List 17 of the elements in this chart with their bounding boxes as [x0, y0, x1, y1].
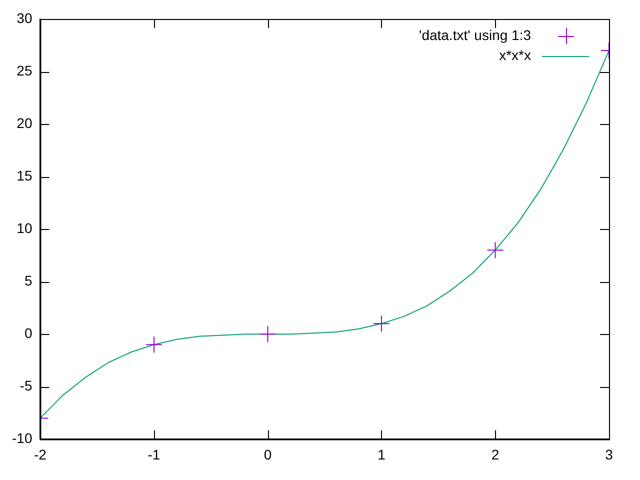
legend-label: x*x*x	[499, 46, 531, 63]
y-tick-label: -10	[12, 430, 32, 446]
y-tick-label: -5	[20, 378, 32, 394]
y-tick-label: 0	[24, 325, 32, 342]
y-tick-label: 15	[16, 167, 32, 184]
x-tick-label: -1	[148, 446, 160, 462]
x-tick-label: 0	[264, 446, 272, 462]
y-tick-label: 5	[24, 272, 32, 288]
x-tick-label: 2	[491, 446, 500, 462]
y-tick-label: 20	[16, 114, 32, 131]
y-tick-label: 10	[16, 220, 32, 236]
legend-label: 'data.txt' using 1:3	[419, 26, 532, 43]
x-tick-label: -2	[34, 446, 47, 462]
x-tick-label: 1	[378, 446, 386, 462]
y-tick-label: 30	[16, 10, 32, 26]
y-tick-label: 25	[16, 62, 32, 78]
x-tick-label: 3	[605, 446, 614, 462]
